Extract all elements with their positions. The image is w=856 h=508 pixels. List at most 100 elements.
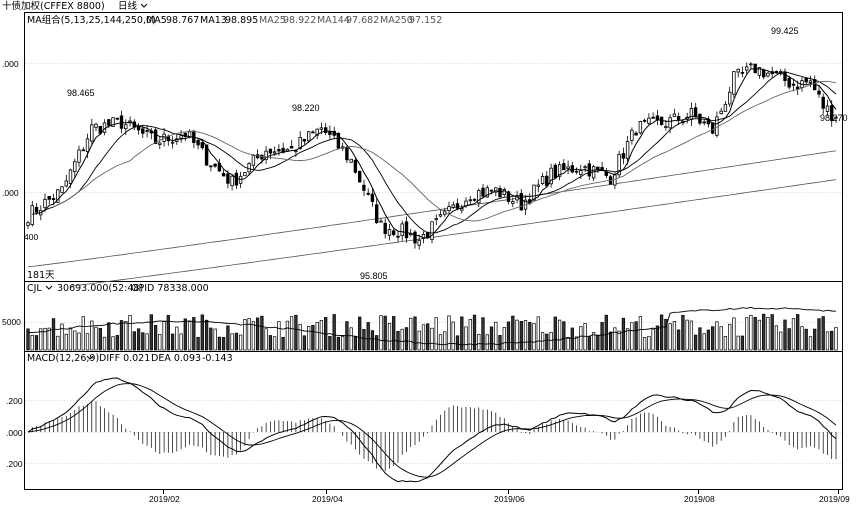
volume-bar-up xyxy=(549,331,553,351)
candle-down xyxy=(545,175,549,187)
ma250-value: 97.152 xyxy=(409,15,442,26)
volume-bar-up xyxy=(60,323,64,351)
volume-bar-up xyxy=(43,327,47,351)
ma-indicator-label[interactable]: MA组合(5,13,25,144,250,0) xyxy=(27,14,156,26)
window-title: 十债加权(CFFEX 8800) xyxy=(2,0,105,12)
candle-up xyxy=(73,161,77,172)
volume-bar-down xyxy=(115,335,119,351)
candle-down xyxy=(804,77,808,83)
short-moving-averages xyxy=(32,68,837,239)
candle-up xyxy=(434,218,438,221)
candle-down xyxy=(413,231,417,244)
volume-bar-down xyxy=(302,335,307,351)
volume-bar-down xyxy=(200,314,204,351)
candle-up xyxy=(145,130,149,133)
candle-down xyxy=(345,147,349,161)
volume-bar-up xyxy=(702,333,706,351)
volume-bar-down xyxy=(753,317,757,351)
candle-up xyxy=(617,153,621,176)
chevron-down-icon[interactable] xyxy=(140,3,148,8)
volume-bar-down xyxy=(706,329,711,351)
candle-down xyxy=(277,149,281,152)
volume-indicator-label[interactable]: CJL xyxy=(27,283,42,294)
candle-down xyxy=(600,166,604,171)
candle-down xyxy=(209,165,213,168)
volume-bar-up xyxy=(158,334,162,351)
candle-up xyxy=(638,121,643,134)
candle-up xyxy=(64,180,68,187)
candle-down xyxy=(676,116,681,121)
volume-bar-down xyxy=(426,323,430,351)
volume-bar-down xyxy=(281,336,285,351)
volume-bar-down xyxy=(813,328,817,351)
candle-up xyxy=(549,167,553,185)
volume-bar-up xyxy=(672,321,677,351)
candle-up xyxy=(230,175,234,187)
volume-bar-up xyxy=(566,337,570,351)
volume-bar-up xyxy=(494,321,498,351)
volume-bar-up xyxy=(251,321,256,351)
volume-bar-up xyxy=(187,321,192,351)
volume-bar-down xyxy=(519,321,523,351)
volume-bar-down xyxy=(455,335,460,351)
volume-bar-up xyxy=(111,336,115,351)
candle-down xyxy=(404,221,409,239)
volume-bar-down xyxy=(830,330,834,351)
volume-bar-down xyxy=(217,336,222,351)
macd-diff-line xyxy=(27,377,837,483)
volume-bar-down xyxy=(234,332,239,351)
candle-up xyxy=(630,129,634,141)
candle-down xyxy=(311,131,315,134)
volume-bar-down xyxy=(634,321,638,351)
volume-bar-up xyxy=(808,336,813,351)
candle-up xyxy=(170,141,175,144)
period-label[interactable]: 日线 xyxy=(118,0,138,12)
candle-up xyxy=(468,199,472,202)
candle-up xyxy=(30,205,34,226)
candle-up xyxy=(477,190,481,204)
volume-bar-up xyxy=(264,328,268,351)
volume-bar-down xyxy=(796,314,800,351)
volume-bar-down xyxy=(260,315,264,351)
chevron-down-icon[interactable] xyxy=(45,285,53,290)
candle-up xyxy=(736,68,740,73)
candle-down xyxy=(153,129,158,144)
volume-bar-down xyxy=(209,327,213,351)
x-tick-label: 2019/06 xyxy=(494,494,525,504)
candle-down xyxy=(783,71,787,81)
volume-bar-up xyxy=(128,315,132,351)
candle-down xyxy=(562,163,566,171)
candle-down xyxy=(489,189,494,192)
candle-up xyxy=(43,198,47,209)
cjl-value: 30693.000(52:48) xyxy=(57,283,143,294)
volume-bar-up xyxy=(668,323,672,351)
candle-up xyxy=(315,128,319,136)
volume-bar-down xyxy=(153,324,158,351)
ma25-label: MA25 xyxy=(259,15,286,26)
candle-up xyxy=(430,221,434,240)
candle-down xyxy=(396,235,400,238)
volume-bar-down xyxy=(119,320,124,351)
long-moving-averages xyxy=(27,150,837,287)
volume-bar-down xyxy=(366,322,370,351)
volume-bar-down xyxy=(740,335,745,351)
volume-bar-up xyxy=(477,333,481,351)
volume-bar-up xyxy=(464,326,468,351)
candle-down xyxy=(51,198,56,201)
candle-up xyxy=(647,117,651,124)
chevron-down-icon[interactable] xyxy=(86,355,94,360)
volume-bar-up xyxy=(430,327,434,351)
volume-bar-down xyxy=(204,319,209,351)
candle-down xyxy=(260,154,264,160)
volume-bar-down xyxy=(149,314,153,351)
volume-bar-up xyxy=(468,318,472,351)
volume-bar-down xyxy=(141,332,145,351)
macd-indicator-label[interactable]: MACD(12,26,9) xyxy=(27,353,99,364)
volume-bar-down xyxy=(404,327,409,351)
candle-down xyxy=(702,121,706,124)
candle-down xyxy=(374,204,379,224)
volume-bar-up xyxy=(421,324,426,351)
candle-down xyxy=(553,164,557,179)
candle-down xyxy=(787,77,791,88)
candle-up xyxy=(511,201,515,204)
